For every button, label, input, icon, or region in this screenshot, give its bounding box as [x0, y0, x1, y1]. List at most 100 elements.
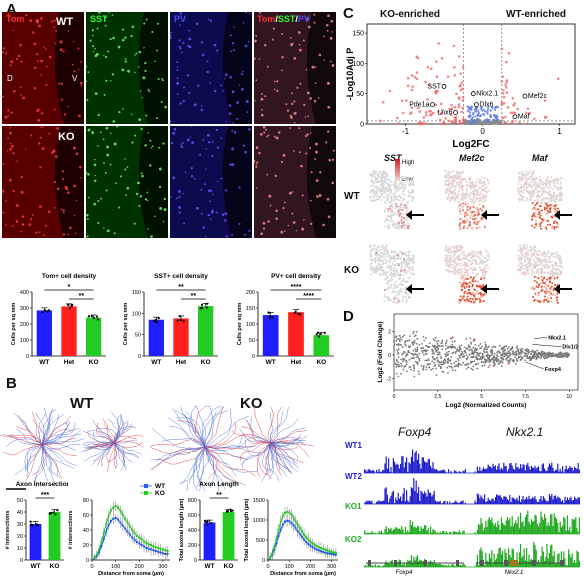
- data-point: [176, 319, 179, 322]
- neurite: [41, 416, 54, 446]
- ma-point: [397, 344, 400, 347]
- cell-dot: [93, 202, 97, 206]
- umap-cell: [535, 219, 538, 222]
- umap-cell: [371, 179, 374, 182]
- umap-cell: [538, 176, 541, 179]
- umap-cell: [469, 192, 472, 195]
- volcano-point-sig: [504, 115, 507, 119]
- x-tick-label: WT: [266, 359, 276, 366]
- umap-cell: [464, 200, 467, 203]
- umap-cell: [381, 194, 384, 197]
- cell-dot: [314, 142, 318, 146]
- umap-cell: [539, 258, 542, 261]
- cell-dot: [138, 204, 141, 207]
- umap-cell: [379, 268, 382, 271]
- plot-frame: [393, 313, 579, 391]
- series-point: [298, 527, 301, 529]
- umap-plot: [517, 170, 572, 230]
- umap-cell: [384, 175, 387, 178]
- cell-dot: [177, 189, 181, 193]
- cell-dot: [327, 215, 331, 219]
- umap-cell: [544, 295, 547, 298]
- cell-dot: [116, 126, 118, 128]
- umap-cell: [558, 258, 561, 261]
- umap-cell: [462, 202, 465, 205]
- umap-cell: [398, 278, 401, 281]
- umap-cell: [532, 212, 535, 215]
- cell-dot: [173, 127, 177, 131]
- volcano-point-sig: [512, 104, 515, 107]
- umap-cell: [398, 224, 401, 227]
- umap-cell: [482, 193, 485, 196]
- umap-plot: [369, 244, 424, 304]
- volcano-point-sig: [397, 122, 400, 125]
- ma-point: [412, 332, 415, 335]
- umap-cell: [542, 253, 545, 256]
- ma-point: [434, 339, 436, 342]
- cell-dot: [60, 208, 63, 211]
- bar-ko: [222, 512, 235, 560]
- cell-dot: [86, 235, 89, 238]
- umap-cell: [397, 213, 400, 216]
- umap-cell: [460, 283, 463, 286]
- umap-cell: [450, 198, 453, 201]
- umap-cell: [525, 251, 528, 254]
- cell-dot: [264, 44, 267, 47]
- cell-dot: [103, 162, 105, 165]
- umap-cell: [389, 190, 392, 193]
- cell-dot: [236, 117, 239, 120]
- bar-het: [61, 306, 77, 356]
- cell-dot: [211, 154, 214, 157]
- data-point: [95, 315, 98, 318]
- ma-point: [470, 367, 473, 370]
- cell-dot: [44, 48, 47, 50]
- neurite: [42, 444, 77, 456]
- umap-cell: [450, 190, 453, 193]
- umap-cell: [383, 191, 386, 194]
- volcano-point-sig: [388, 89, 392, 93]
- umap-cell: [395, 270, 398, 273]
- ma-point: [542, 353, 545, 355]
- series-point: [114, 505, 117, 507]
- cell-dot: [298, 127, 301, 130]
- umap-cell: [458, 190, 461, 193]
- umap-cell: [374, 244, 377, 247]
- umap-cell: [556, 254, 559, 257]
- umap-cell: [408, 266, 411, 269]
- data-point: [70, 303, 73, 306]
- series-point: [324, 551, 327, 554]
- volcano-point-sig: [406, 77, 410, 80]
- umap-cell: [404, 218, 407, 221]
- umap-cell: [446, 255, 449, 258]
- umap-cell: [381, 170, 384, 173]
- umap-cell: [453, 253, 456, 256]
- ma-point: [476, 351, 479, 354]
- ma-point: [454, 352, 457, 354]
- series-point: [150, 548, 153, 551]
- umap-cell: [544, 253, 547, 256]
- series-point: [105, 523, 108, 525]
- umap-cell: [379, 248, 382, 251]
- cell-dot: [111, 73, 115, 76]
- umap-cell: [560, 194, 563, 197]
- umap-cell: [371, 173, 374, 176]
- cell-dot: [118, 110, 121, 114]
- x-tick-label: 0: [90, 564, 93, 570]
- cell-dot: [247, 40, 250, 43]
- neurite: [10, 434, 43, 446]
- cell-dot: [306, 133, 309, 136]
- umap-cell: [475, 226, 478, 229]
- umap-cell: [394, 264, 397, 267]
- umap-cell: [387, 179, 390, 182]
- umap-cell: [401, 252, 404, 255]
- cell-dot: [29, 19, 33, 23]
- umap-cell: [378, 253, 381, 256]
- ma-point: [453, 362, 456, 364]
- umap-cell: [465, 220, 468, 223]
- umap-cell: [481, 185, 484, 188]
- umap-cell: [526, 258, 529, 261]
- cell-dot: [12, 152, 15, 155]
- cell-dot: [86, 218, 89, 221]
- umap-cell: [462, 193, 465, 196]
- umap-cell: [444, 248, 447, 251]
